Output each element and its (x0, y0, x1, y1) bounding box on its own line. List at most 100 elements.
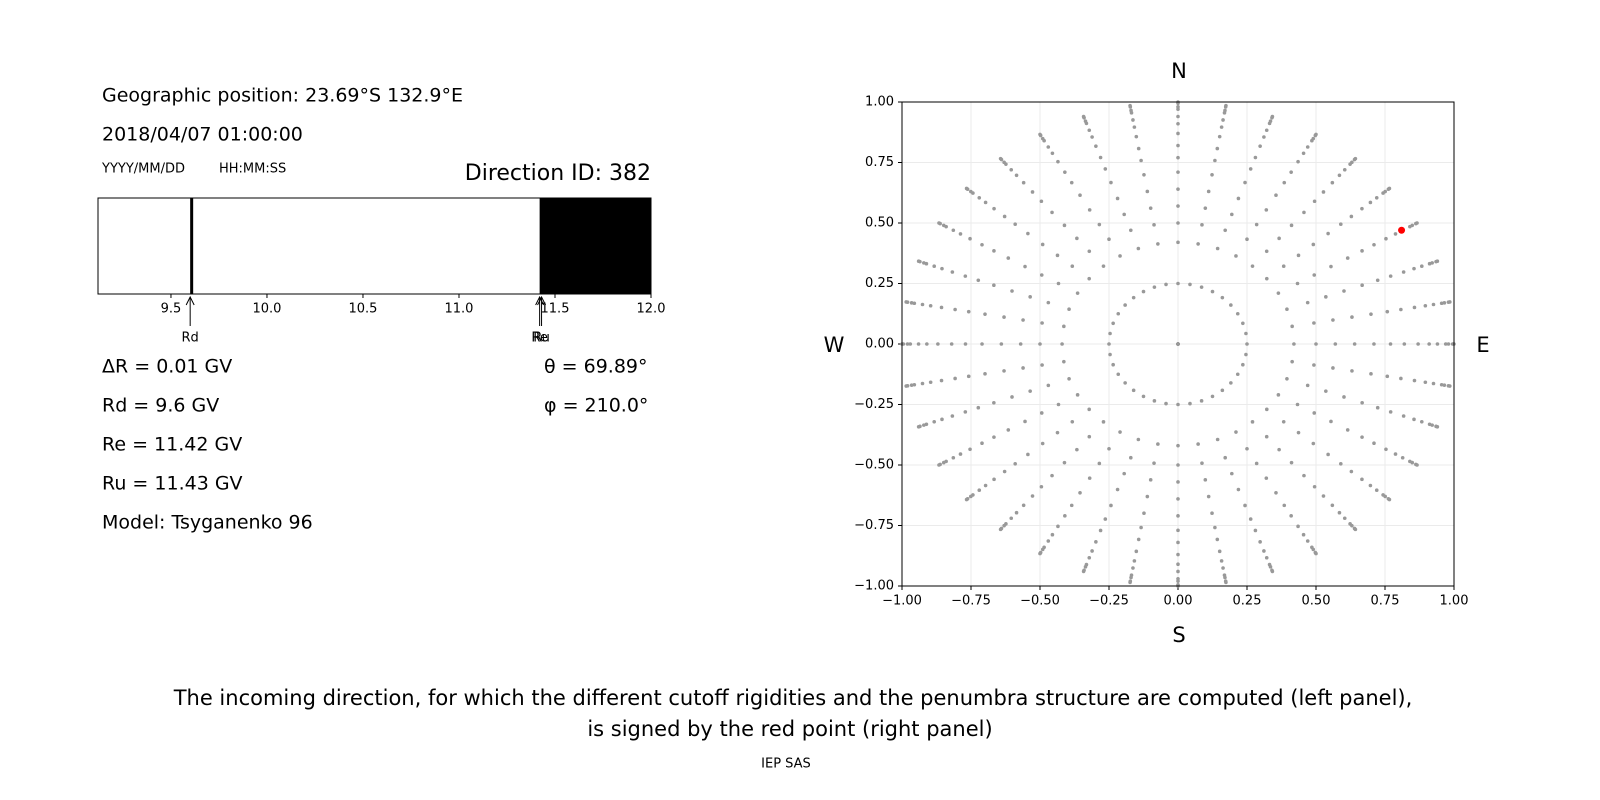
direction-point (1270, 569, 1275, 574)
direction-point (1374, 488, 1379, 493)
direction-point (1139, 158, 1143, 163)
direction-point (1236, 196, 1241, 201)
direction-point (1285, 376, 1289, 381)
direction-point (1098, 155, 1103, 160)
direction-point (1384, 236, 1388, 241)
direction-point (1369, 372, 1373, 376)
direction-point (1264, 249, 1269, 254)
direction-point (1210, 172, 1214, 177)
direction-point (1128, 103, 1132, 108)
direction-point (1292, 342, 1296, 346)
direction-point (1385, 309, 1390, 314)
direction-point (904, 300, 908, 304)
rd: Rd = 9.6 GV (102, 395, 219, 417)
direction-point (1311, 136, 1316, 141)
direction-point (951, 455, 956, 460)
direction-point (1021, 180, 1026, 185)
direction-point (1176, 281, 1180, 286)
direction-point (1142, 172, 1146, 177)
direction-point (1415, 221, 1419, 225)
direction-point (1070, 264, 1075, 269)
direction-point (1337, 173, 1342, 178)
direction-point (1446, 342, 1451, 346)
direction-point (1223, 575, 1227, 580)
direction-point (1312, 199, 1317, 204)
direction-point (1087, 555, 1092, 560)
direction-point (1245, 237, 1249, 242)
direction-point (1219, 559, 1224, 563)
direction-point (1062, 359, 1066, 364)
direction-point (966, 374, 971, 379)
direction-point (999, 342, 1004, 346)
x-tick-label: −1.00 (882, 594, 922, 609)
direction-point (1176, 402, 1180, 407)
direction-point (949, 342, 954, 346)
y-tick-label: −0.75 (854, 518, 894, 533)
plot-frame (901, 101, 1455, 587)
model: Model: Tsyganenko 96 (102, 512, 313, 534)
direction-point (1148, 478, 1153, 482)
direction-point (983, 483, 988, 488)
direction-point (992, 400, 996, 405)
direction-point (1241, 362, 1245, 367)
direction-point (1268, 565, 1273, 569)
y-tick-label: −0.50 (854, 458, 894, 473)
direction-point (1018, 342, 1023, 346)
direction-point (1055, 253, 1060, 258)
direction-point (1101, 420, 1106, 424)
direction-point (1223, 455, 1227, 460)
direction-point (912, 301, 917, 306)
direction-point (1431, 381, 1436, 386)
direction-point (958, 452, 963, 456)
direction-point (1430, 261, 1434, 265)
direction-point (1342, 167, 1347, 172)
direction-point (1087, 276, 1091, 281)
direction-point (980, 342, 984, 346)
direction-point (1176, 463, 1180, 467)
direction-point (1097, 461, 1102, 466)
direction-point (940, 266, 944, 271)
direction-point (1078, 491, 1082, 495)
direction-point (1264, 434, 1269, 439)
direction-point (980, 242, 984, 247)
direction-point (1289, 170, 1293, 174)
direction-point (922, 423, 926, 427)
direction-point (983, 200, 988, 205)
direction-point (1393, 232, 1398, 236)
direction-point (941, 460, 946, 465)
direction-point (1296, 253, 1301, 258)
direction-point (1412, 378, 1417, 383)
direction-point (1097, 222, 1102, 227)
direction-point (1009, 167, 1014, 172)
direction-point (1342, 395, 1346, 399)
direction-point (1312, 484, 1317, 489)
direction-point (1295, 281, 1300, 286)
direction-point (1402, 342, 1407, 346)
direction-point (1276, 393, 1281, 397)
y-tick-label: −1.00 (854, 579, 894, 594)
direction-point (1200, 223, 1204, 227)
direction-point (977, 488, 982, 493)
direction-point (1141, 394, 1146, 399)
direction-point (1333, 342, 1338, 346)
direction-point (964, 497, 969, 502)
direction-point (969, 189, 973, 194)
direction-point (1046, 145, 1051, 149)
direction-point (1372, 342, 1376, 346)
direction-point (1002, 469, 1007, 474)
direction-point (1289, 514, 1293, 518)
direction-point (1070, 419, 1075, 424)
direction-point (1131, 118, 1135, 122)
direction-point (1311, 547, 1316, 552)
direction-point (1152, 399, 1157, 403)
direction-point (1305, 300, 1310, 305)
direction-point (1176, 562, 1180, 567)
direction-point (1331, 318, 1335, 322)
direction-point (998, 527, 1003, 532)
direction-point (1305, 539, 1310, 543)
direction-point (1200, 461, 1204, 465)
direction-point (1253, 528, 1258, 533)
direction-point (1075, 236, 1079, 241)
direction-point (1264, 276, 1269, 281)
direction-point (1050, 473, 1054, 478)
